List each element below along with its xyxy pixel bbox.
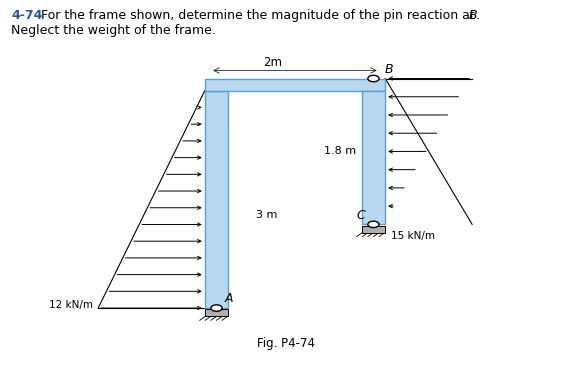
Text: B.: B. <box>469 9 482 22</box>
Text: 4-74: 4-74 <box>11 9 43 22</box>
Text: 12 kN/m: 12 kN/m <box>49 300 93 310</box>
Bar <box>205 91 228 308</box>
Circle shape <box>368 75 379 82</box>
Text: 2m: 2m <box>263 56 282 69</box>
Circle shape <box>368 221 379 228</box>
Bar <box>205 78 385 91</box>
Text: 1.8 m: 1.8 m <box>324 147 356 157</box>
Text: Fig. P4-74: Fig. P4-74 <box>257 337 315 350</box>
Text: 3 m: 3 m <box>256 211 277 221</box>
Text: For the frame shown, determine the magnitude of the pin reaction at: For the frame shown, determine the magni… <box>41 9 479 22</box>
Bar <box>362 226 384 233</box>
Bar <box>205 309 228 316</box>
Circle shape <box>211 305 222 311</box>
Text: B: B <box>384 63 394 76</box>
Bar <box>362 91 385 224</box>
Text: C: C <box>356 209 365 222</box>
Text: A: A <box>225 292 233 306</box>
Text: 15 kN/m: 15 kN/m <box>391 231 435 241</box>
Text: Neglect the weight of the frame.: Neglect the weight of the frame. <box>11 24 216 37</box>
